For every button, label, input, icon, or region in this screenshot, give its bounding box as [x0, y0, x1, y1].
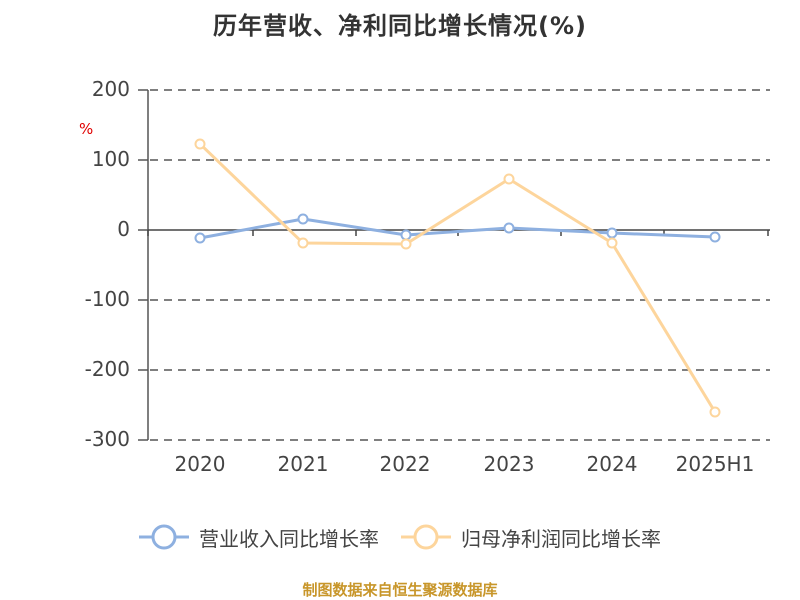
series-layer	[194, 138, 721, 418]
x-tick-label: 2023	[483, 452, 535, 476]
data-point[interactable]	[297, 213, 309, 225]
data-point[interactable]	[297, 237, 309, 249]
y-tick-label: -200	[84, 357, 130, 381]
chart-title: 历年营收、净利同比增长情况(%)	[213, 12, 587, 40]
legend-label: 归母净利润同比增长率	[461, 526, 661, 551]
data-point[interactable]	[400, 238, 412, 250]
x-tick-label: 2024	[586, 452, 638, 476]
y-axis-unit-label: %	[79, 120, 94, 138]
x-tick-label: 2021	[277, 452, 329, 476]
circle-line-marker-icon	[139, 524, 189, 550]
x-tick-label: 2025H1	[675, 452, 755, 476]
y-tick-label: 100	[91, 147, 130, 171]
circle-line-marker-icon	[401, 524, 451, 550]
legend-label: 营业收入同比增长率	[199, 526, 379, 551]
x-tick-label: 2022	[379, 452, 431, 476]
legend: 营业收入同比增长率 归母净利润同比增长率	[0, 522, 800, 552]
gridlines	[150, 89, 770, 441]
revenue-growth-line	[199, 217, 716, 240]
data-point[interactable]	[606, 237, 618, 249]
y-axis	[138, 89, 149, 441]
data-source-note: 制图数据来自恒生聚源数据库	[302, 581, 498, 599]
data-point[interactable]	[606, 227, 618, 239]
data-point[interactable]	[503, 173, 515, 185]
y-tick-label: 0	[117, 217, 130, 241]
data-point[interactable]	[400, 229, 412, 241]
data-point[interactable]	[194, 232, 206, 244]
data-point[interactable]	[709, 231, 721, 243]
x-tick-label: 2020	[174, 452, 226, 476]
y-tick-label: -100	[84, 287, 130, 311]
legend-item-revenue-growth[interactable]: 营业收入同比增长率	[139, 522, 379, 552]
net-profit-growth-line	[198, 142, 717, 413]
data-point[interactable]	[709, 406, 721, 418]
data-point[interactable]	[194, 138, 206, 150]
legend-item-net-profit-growth[interactable]: 归母净利润同比增长率	[401, 522, 661, 552]
data-point[interactable]	[503, 222, 515, 234]
y-tick-label: -300	[84, 427, 130, 451]
y-tick-label: 200	[91, 77, 130, 101]
